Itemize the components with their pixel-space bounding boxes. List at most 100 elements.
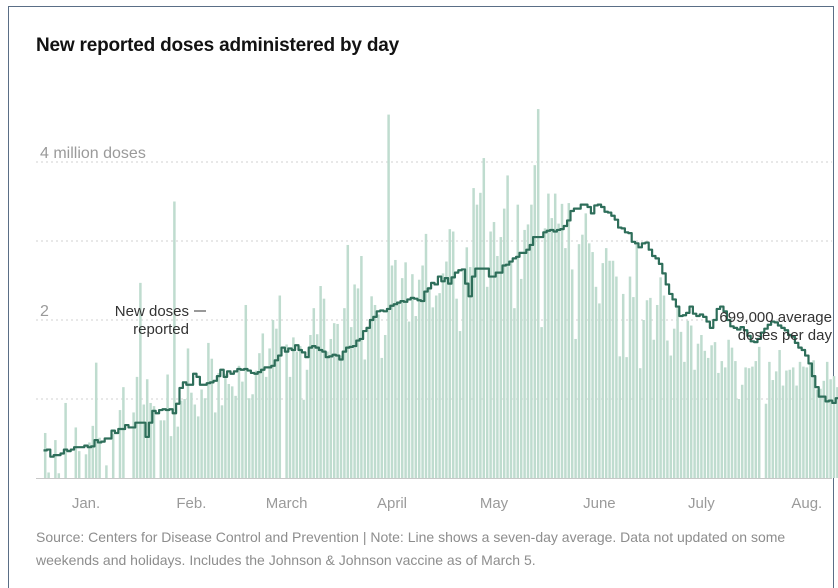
daily-bar [731, 348, 734, 478]
daily-bar [455, 299, 458, 478]
daily-bar [319, 286, 322, 478]
x-tick-label: July [688, 495, 715, 512]
daily-bar [823, 381, 826, 478]
daily-bar [105, 465, 108, 478]
daily-bar [676, 306, 679, 478]
daily-bar [204, 398, 207, 478]
daily-bar [809, 363, 812, 478]
daily-bar [183, 399, 186, 478]
daily-bar [537, 109, 540, 478]
daily-bar [602, 263, 605, 478]
daily-bar [340, 356, 343, 478]
daily-bar [544, 228, 547, 478]
daily-bar [646, 300, 649, 478]
daily-bar [214, 412, 217, 478]
daily-bar [479, 193, 482, 478]
daily-bar [265, 377, 268, 478]
daily-bar [639, 368, 642, 478]
daily-bar [574, 339, 577, 478]
daily-bar [673, 329, 676, 478]
daily-bar [302, 400, 305, 478]
daily-bar [534, 165, 537, 478]
daily-bars [44, 109, 838, 478]
daily-bar [734, 361, 737, 478]
daily-bar [782, 386, 785, 478]
daily-bar [714, 342, 717, 478]
daily-bar [306, 370, 309, 478]
daily-bar [173, 202, 176, 479]
daily-bar [476, 205, 479, 478]
daily-bar [292, 337, 295, 478]
daily-bar [98, 438, 101, 478]
daily-bar [561, 204, 564, 478]
daily-bar [221, 405, 224, 478]
daily-bar [486, 287, 489, 478]
daily-bar [751, 367, 754, 478]
daily-bar [629, 277, 632, 478]
daily-bar [619, 356, 622, 478]
daily-bar [581, 235, 584, 478]
daily-bar [690, 326, 693, 478]
daily-bar [540, 327, 543, 478]
daily-bar [826, 362, 829, 478]
daily-bar [425, 234, 428, 478]
daily-bar [615, 277, 618, 478]
daily-bar [374, 305, 377, 478]
daily-bar [612, 261, 615, 478]
daily-bar [255, 371, 258, 478]
daily-bar [717, 373, 720, 478]
daily-bar [438, 293, 441, 478]
daily-bar [551, 218, 554, 478]
daily-bar [724, 367, 727, 478]
daily-bar [710, 345, 713, 478]
daily-bar [738, 399, 741, 478]
daily-bar [360, 256, 363, 478]
daily-bar [47, 472, 50, 478]
daily-bar [166, 375, 169, 478]
daily-bar [299, 346, 302, 478]
daily-bar [452, 232, 455, 478]
daily-bar [347, 245, 350, 478]
daily-bar [197, 416, 200, 478]
daily-bar [806, 367, 809, 478]
daily-bar [187, 348, 190, 478]
daily-bar [296, 352, 299, 478]
daily-bar [44, 433, 47, 478]
daily-bar [683, 362, 686, 478]
daily-bar [568, 203, 571, 478]
daily-bar [469, 267, 472, 478]
daily-bar [659, 277, 662, 478]
daily-bar [816, 390, 819, 478]
x-tick-label: May [480, 495, 509, 512]
daily-bar [649, 298, 652, 478]
x-tick-label: June [583, 495, 616, 512]
daily-bar [700, 335, 703, 478]
daily-bar [642, 320, 645, 478]
daily-bar [598, 303, 601, 478]
daily-bar [353, 284, 356, 478]
daily-bar [245, 305, 248, 478]
end-value-annotation: 699,000 average [719, 309, 832, 326]
daily-bar [316, 334, 319, 478]
daily-bar [58, 473, 61, 478]
daily-bar [418, 280, 421, 478]
x-tick-label: Feb. [176, 495, 206, 512]
daily-bar [336, 324, 339, 478]
daily-bar [432, 307, 435, 478]
daily-bar [217, 373, 220, 478]
daily-bar [493, 222, 496, 478]
daily-bar [194, 405, 197, 478]
daily-bar [819, 389, 822, 478]
daily-bar [653, 340, 656, 478]
daily-bar [636, 245, 639, 478]
daily-bar [119, 410, 122, 478]
x-tick-label: April [377, 495, 407, 512]
daily-bar [272, 320, 275, 478]
daily-bar [163, 420, 166, 478]
daily-bar [350, 327, 353, 478]
y-tick-label: 2 [40, 303, 49, 320]
daily-bar [727, 340, 730, 478]
daily-bar [792, 367, 795, 478]
daily-bar [224, 374, 227, 478]
